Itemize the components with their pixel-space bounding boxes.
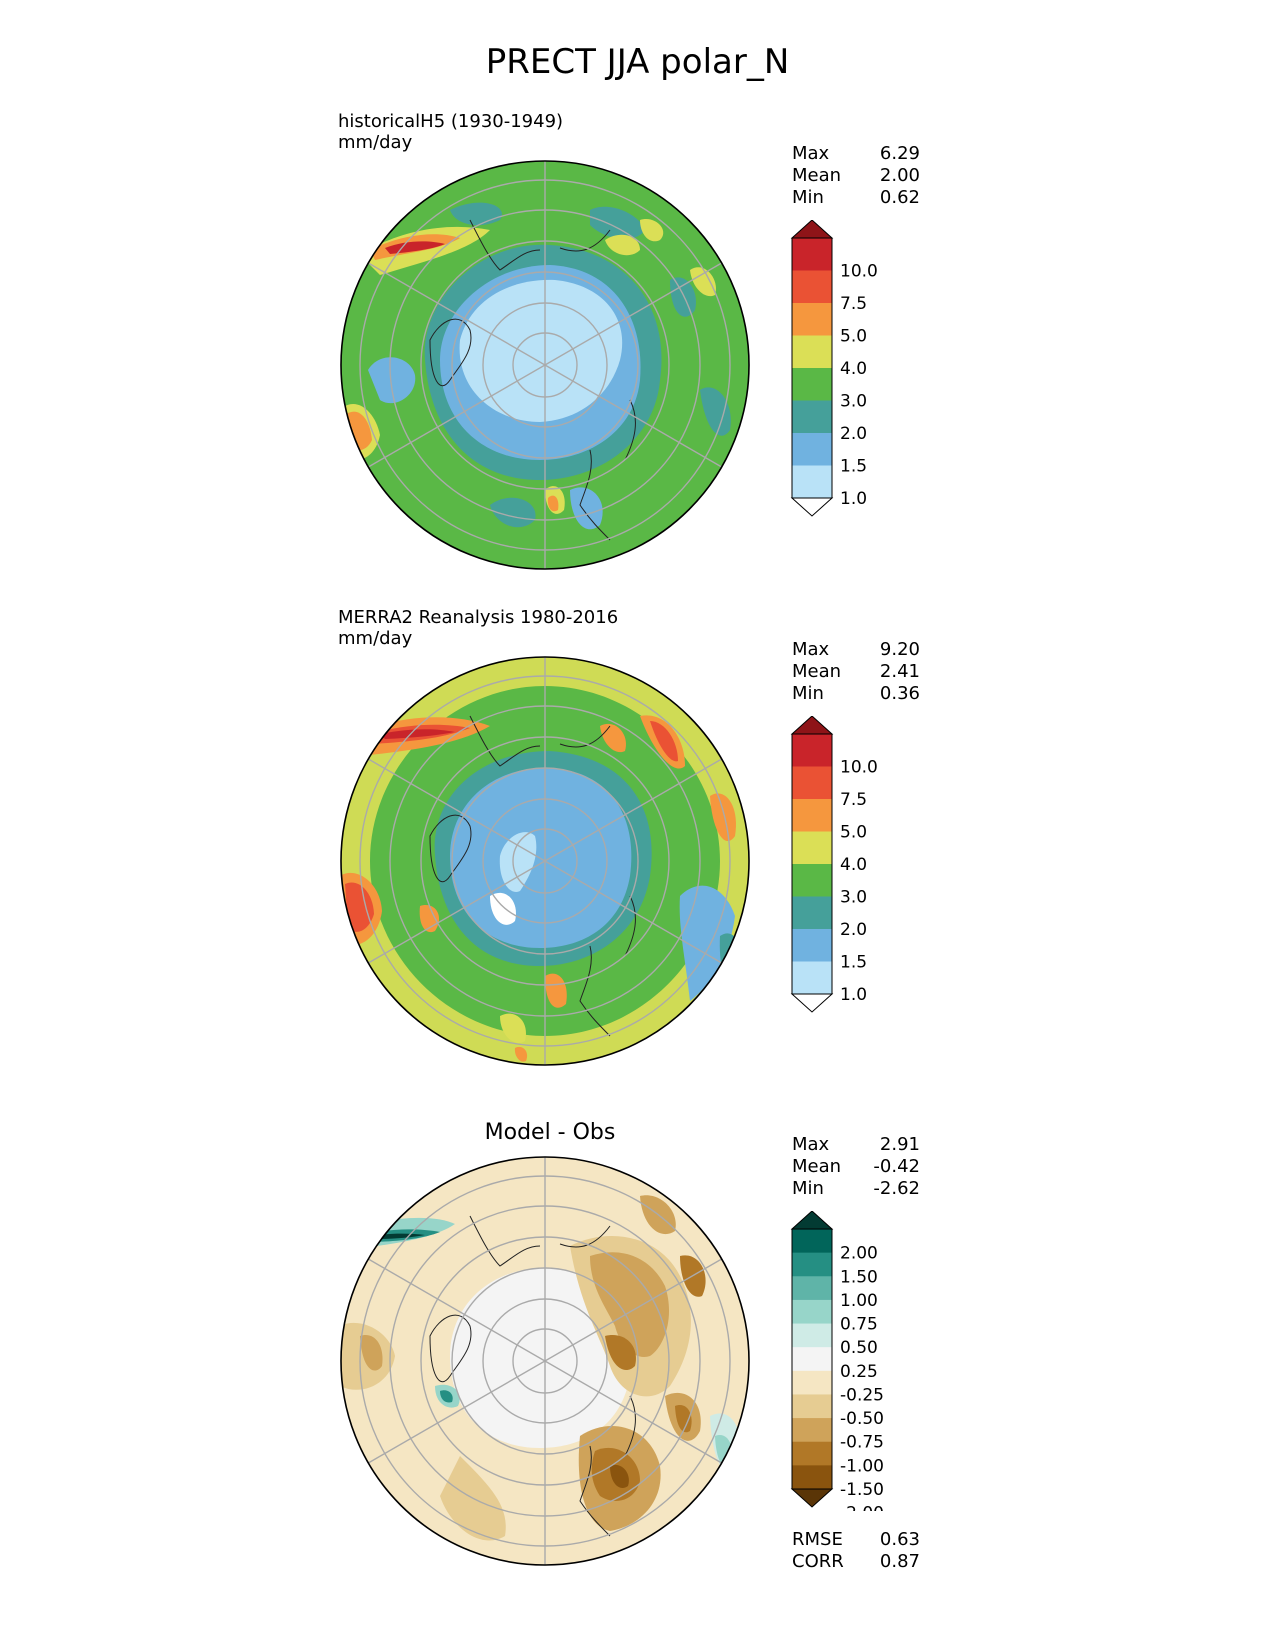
panel3-metric-rmse: RMSE 0.63: [792, 1529, 920, 1550]
colorbar-tick-label: -0.25: [840, 1385, 884, 1405]
colorbar-bin: [792, 1465, 832, 1490]
colorbar-tick-label: 0.50: [840, 1338, 878, 1358]
colorbar-tick-label: 4.0: [840, 359, 867, 379]
colorbar-bin: [792, 400, 832, 434]
colorbar-extend-max: [790, 220, 834, 239]
panel3-stat-min: Min -2.62: [792, 1178, 920, 1199]
colorbar-extend-max: [790, 1211, 834, 1230]
colorbar-tick-label: -1.00: [840, 1456, 884, 1476]
panel3-stat-max: Max 2.91: [792, 1134, 920, 1155]
colorbar-outline: [791, 1228, 833, 1490]
colorbar-bin: [792, 799, 832, 832]
colorbar-tick-label: 1.5: [840, 457, 867, 477]
colorbar-bin: [792, 270, 832, 304]
colorbar-bin: [792, 1441, 832, 1466]
colorbar-tick-label: 5.0: [840, 823, 867, 843]
colorbar-tick-label: -1.50: [840, 1480, 884, 1500]
panel3-stats: Max 2.91 Mean -0.42 Min -2.62: [792, 1134, 920, 1200]
colorbar-tick-label: 1.0: [840, 985, 867, 1005]
colorbar-tick-label: 2.00: [840, 1244, 878, 1264]
colorbar-extend-max: [790, 716, 834, 735]
colorbar-bin: [792, 1252, 832, 1277]
colorbar-tick-label: 10.0: [840, 758, 878, 778]
panel1-stat-max: Max 6.29: [792, 143, 920, 164]
colorbar-tick-label: -0.50: [840, 1409, 884, 1429]
figure-title: PRECT JJA polar_N: [485, 42, 790, 82]
colorbar-bin: [792, 1394, 832, 1419]
panel1-stat-mean: Mean 2.00: [792, 165, 920, 186]
panel2-stats: Max 9.20 Mean 2.41 Min 0.36: [792, 639, 920, 705]
colorbar-bin: [792, 1299, 832, 1325]
colorbar-bin: [792, 831, 832, 865]
colorbar-bin: [792, 368, 832, 401]
panel1-colorbar: 10.07.55.04.03.02.01.51.00.5: [790, 220, 878, 517]
colorbar-bin: [792, 1347, 832, 1372]
colorbar-tick-label: 4.0: [840, 855, 867, 875]
colorbar-bin: [792, 734, 832, 767]
panel2-stat-min: Min 0.36: [792, 683, 920, 704]
colorbar-extend-min: [790, 993, 834, 1013]
colorbar-bin: [792, 1323, 832, 1348]
panel1-title-line1: historicalH5 (1930-1949): [338, 111, 564, 132]
panel3-stat-mean: Mean -0.42: [792, 1156, 920, 1177]
colorbar-tick-label: 1.0: [840, 489, 867, 509]
panel2-colorbar: 10.07.55.04.03.02.01.51.00.5: [790, 716, 878, 1013]
panel2-stat-mean: Mean 2.41: [792, 661, 920, 682]
colorbar-bin: [792, 766, 832, 800]
panel3-metric-corr: CORR 0.87: [792, 1551, 920, 1572]
colorbar-bin: [792, 433, 832, 466]
panel2-polar-map: [340, 656, 750, 1066]
colorbar-tick-label: 0.75: [840, 1315, 878, 1335]
colorbar-tick-label: 1.00: [840, 1291, 878, 1311]
panel1-title: historicalH5 (1930-1949) mm/day: [338, 111, 563, 153]
panel3-title: Model - Obs: [484, 1120, 616, 1145]
colorbar-outline: [791, 237, 833, 499]
colorbar-bin: [792, 465, 832, 499]
colorbar-bin: [792, 929, 832, 962]
colorbar-outline: [791, 733, 833, 995]
panel2-units: mm/day: [338, 628, 413, 649]
colorbar-tick-label: 0.25: [840, 1362, 878, 1382]
colorbar-bin: [792, 1229, 832, 1254]
colorbar-tick-label: 1.5: [840, 953, 867, 973]
colorbar-tick-label: 3.0: [840, 392, 867, 412]
panel3-colorbar: 2.00 1.50 1.00 0.75 0.50 0.25 -0.25 -0.50 -0.75 -…: [790, 1211, 884, 1511]
colorbar-tick-label: 7.5: [840, 790, 867, 810]
colorbar-extend-min: [790, 497, 834, 517]
colorbar-tick-label: 7.5: [840, 294, 867, 314]
panel2-stat-max: Max 9.20: [792, 639, 920, 660]
panel2-title-line1: MERRA2 Reanalysis 1980-2016: [338, 607, 619, 628]
colorbar-tick-label: 2.0: [840, 920, 867, 940]
panel1-stat-min: Min 0.62: [792, 187, 920, 208]
colorbar-bin: [792, 238, 832, 271]
colorbar-bin: [792, 1418, 832, 1443]
colorbar-extend-min: [790, 1488, 834, 1508]
colorbar-bin: [792, 1276, 832, 1301]
colorbar-bin: [792, 896, 832, 930]
panel1-polar-map: [340, 160, 750, 570]
panel1-units: mm/day: [338, 132, 413, 153]
colorbar-tick-label: 10.0: [840, 262, 878, 282]
panel2-title: MERRA2 Reanalysis 1980-2016 mm/day: [338, 607, 618, 649]
colorbar-tick-label: 2.0: [840, 424, 867, 444]
colorbar-tick-label: 1.50: [840, 1267, 878, 1287]
panel1-stats: Max 6.29 Mean 2.00 Min 0.62: [792, 143, 920, 209]
colorbar-bin: [792, 1370, 832, 1395]
colorbar-tick-label: -2.00: [840, 1504, 884, 1511]
colorbar-tick-label: 3.0: [840, 888, 867, 908]
colorbar-bin: [792, 864, 832, 897]
colorbar-tick-label: 5.0: [840, 327, 867, 347]
colorbar-tick-label: -0.75: [840, 1433, 884, 1453]
panel3-metrics: RMSE 0.63 CORR 0.87: [792, 1529, 920, 1573]
colorbar-bin: [792, 961, 832, 995]
colorbar-bin: [792, 303, 832, 336]
panel3-polar-map: [340, 1156, 750, 1566]
colorbar-bin: [792, 335, 832, 369]
